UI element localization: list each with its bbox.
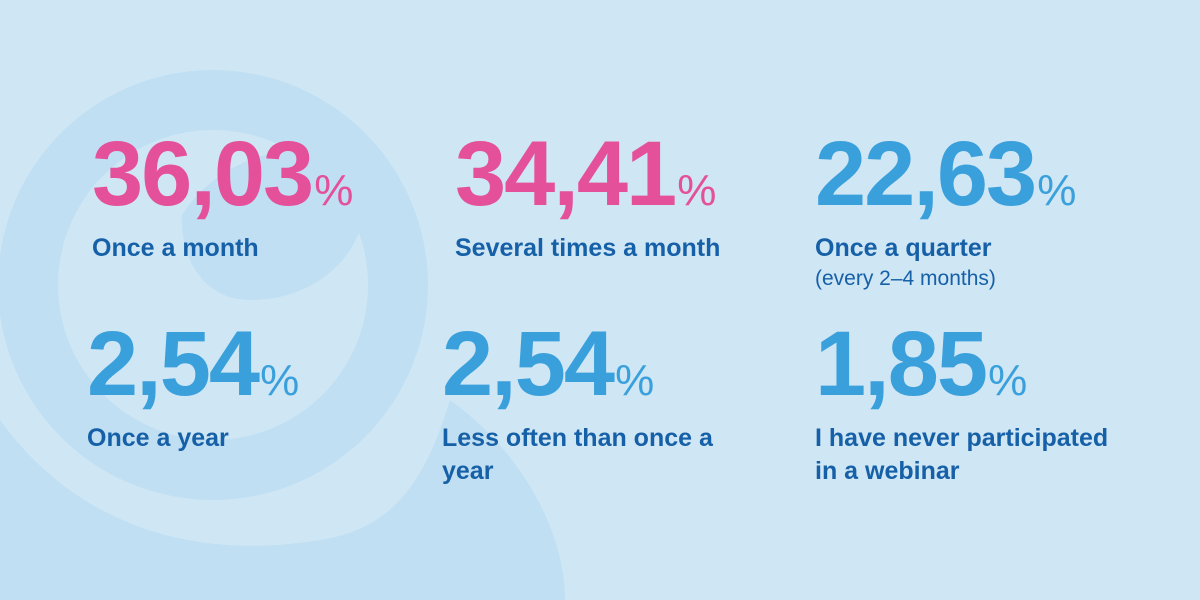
stat-value: 34,41 bbox=[455, 123, 677, 225]
percent-sign: % bbox=[1037, 166, 1077, 215]
percent-sign: % bbox=[988, 356, 1028, 405]
stat-value: 36,03 bbox=[92, 123, 314, 225]
stat-label: Once a year bbox=[87, 424, 229, 452]
stat-value: 22,63 bbox=[815, 123, 1037, 225]
stat-value: 2,54 bbox=[442, 313, 615, 415]
stat-once-a-quarter: 22,63% Once a quarter (every 2–4 months) bbox=[815, 128, 1076, 293]
stat-never-participated: 1,85% I have never participated in a web… bbox=[815, 318, 1135, 488]
percent-sign: % bbox=[314, 166, 354, 215]
stat-less-than-once-a-year: 2,54% Less often than once a year bbox=[442, 318, 742, 488]
percent-sign: % bbox=[615, 356, 655, 405]
stat-label: I have never participated in a webinar bbox=[815, 424, 1109, 485]
stat-value: 1,85 bbox=[815, 313, 988, 415]
percent-sign: % bbox=[677, 166, 717, 215]
stat-once-a-month: 36,03% Once a month bbox=[92, 128, 353, 265]
stat-several-times-a-month: 34,41% Several times a month bbox=[455, 128, 720, 265]
percent-sign: % bbox=[260, 356, 300, 405]
stat-once-a-year: 2,54% Once a year bbox=[87, 318, 299, 455]
stat-label: Less often than once a year bbox=[442, 424, 713, 485]
stat-label: Several times a month bbox=[455, 234, 721, 262]
stat-label: Once a quarter bbox=[815, 234, 992, 262]
stat-sublabel: (every 2–4 months) bbox=[815, 267, 996, 290]
stat-label: Once a month bbox=[92, 234, 259, 262]
stat-value: 2,54 bbox=[87, 313, 260, 415]
